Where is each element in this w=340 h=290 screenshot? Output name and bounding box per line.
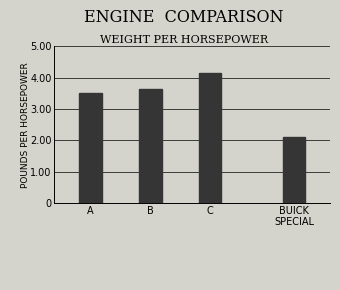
Text: ENGINE  COMPARISON: ENGINE COMPARISON (84, 9, 283, 26)
Bar (283, 137, 305, 203)
Bar (199, 73, 221, 203)
Y-axis label: POUNDS PER HORSEPOWER: POUNDS PER HORSEPOWER (21, 62, 31, 188)
Text: WEIGHT PER HORSEPOWER: WEIGHT PER HORSEPOWER (100, 35, 268, 45)
Bar (139, 89, 162, 203)
Bar (79, 93, 102, 203)
